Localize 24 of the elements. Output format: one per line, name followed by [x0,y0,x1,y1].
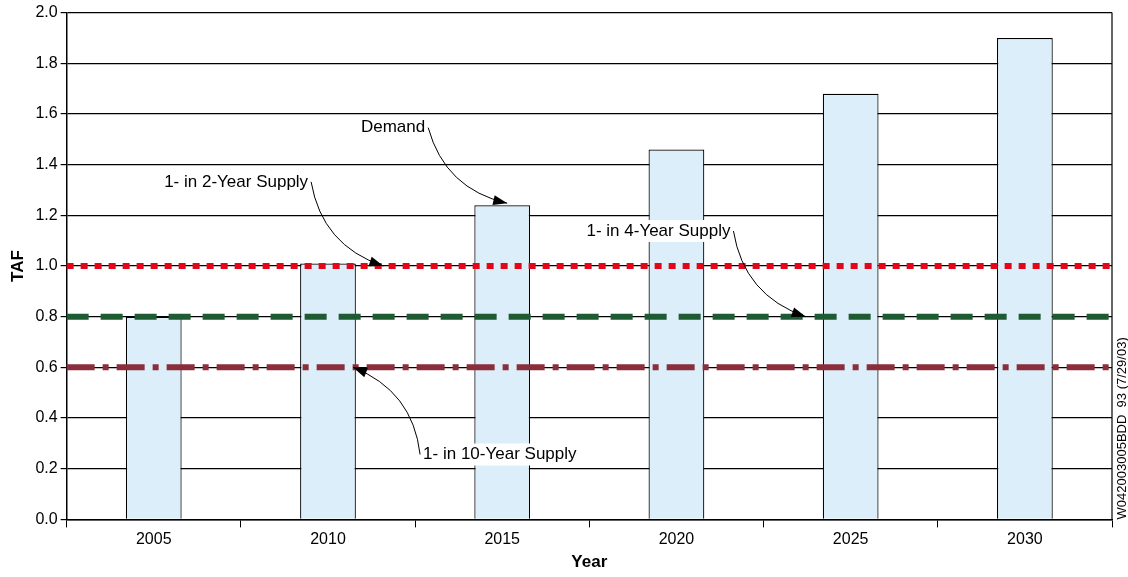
x-tick-label: 2020 [658,530,695,548]
ref-line-label: 1- in 4-Year Supply [586,220,731,240]
text: W042003005BDD_93 (7/29/03) [1113,337,1128,520]
x-tick-label: 2025 [832,530,869,548]
y-tick-label: 0.6 [35,357,58,375]
y-tick-label: 1.6 [35,104,58,122]
y-tick-label: 0.8 [35,307,58,325]
annotation: Demand [360,117,426,137]
x-tick-label: 2010 [310,530,346,548]
y-tick-label: 1.0 [35,256,58,274]
ref-line-label: 1- in 10-Year Supply [423,444,578,464]
x-axis-title: Year [571,552,608,572]
x-tick-label: 2015 [484,530,521,548]
y-tick-label: 0.2 [35,459,58,477]
y-tick-label: 0.0 [35,509,58,527]
x-tick-label: 2005 [135,530,172,548]
y-tick-label: 1.2 [35,205,58,223]
y-axis-title: TAF [7,250,27,282]
y-tick-label: 1.8 [35,53,58,71]
y-tick-label: 1.4 [35,155,58,173]
y-tick-label: 2.0 [35,3,58,21]
ref-line-label: 1- in 2-Year Supply [164,171,309,191]
y-tick-label: 0.4 [35,408,58,426]
x-tick-label: 2030 [1007,530,1043,548]
